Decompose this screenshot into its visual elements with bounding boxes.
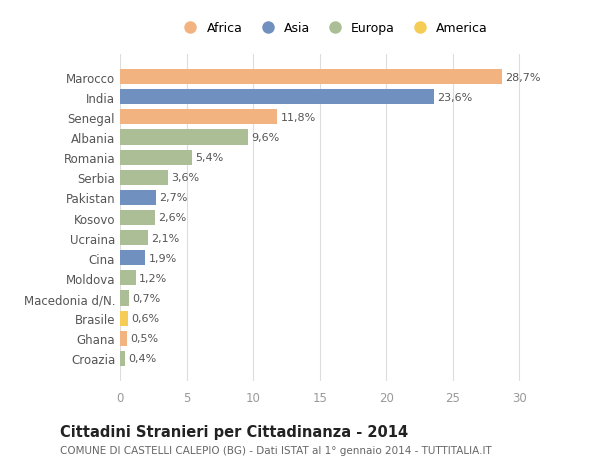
Text: 23,6%: 23,6%	[437, 93, 473, 102]
Text: 0,6%: 0,6%	[131, 313, 160, 324]
Text: 1,2%: 1,2%	[139, 273, 167, 283]
Bar	[120, 130, 248, 145]
Bar	[120, 110, 277, 125]
Text: 2,1%: 2,1%	[151, 233, 179, 243]
Text: 11,8%: 11,8%	[280, 112, 316, 123]
Text: Cittadini Stranieri per Cittadinanza - 2014: Cittadini Stranieri per Cittadinanza - 2…	[60, 425, 408, 440]
Bar	[120, 211, 155, 225]
Text: 2,7%: 2,7%	[159, 193, 188, 203]
Bar	[120, 190, 156, 206]
Bar	[120, 150, 192, 165]
Text: 2,6%: 2,6%	[158, 213, 186, 223]
Bar	[120, 70, 502, 85]
Bar	[120, 331, 127, 346]
Text: 1,9%: 1,9%	[149, 253, 177, 263]
Bar	[120, 311, 128, 326]
Legend: Africa, Asia, Europa, America: Africa, Asia, Europa, America	[178, 22, 488, 35]
Text: 9,6%: 9,6%	[251, 133, 280, 143]
Text: 3,6%: 3,6%	[171, 173, 199, 183]
Text: 0,4%: 0,4%	[128, 353, 157, 364]
Text: 5,4%: 5,4%	[195, 153, 223, 163]
Bar	[120, 251, 145, 266]
Text: 28,7%: 28,7%	[505, 73, 541, 83]
Text: COMUNE DI CASTELLI CALEPIO (BG) - Dati ISTAT al 1° gennaio 2014 - TUTTITALIA.IT: COMUNE DI CASTELLI CALEPIO (BG) - Dati I…	[60, 445, 492, 455]
Bar	[120, 230, 148, 246]
Bar	[120, 170, 168, 185]
Bar	[120, 271, 136, 286]
Bar	[120, 351, 125, 366]
Bar	[120, 291, 130, 306]
Text: 0,5%: 0,5%	[130, 334, 158, 343]
Bar	[120, 90, 434, 105]
Text: 0,7%: 0,7%	[133, 293, 161, 303]
